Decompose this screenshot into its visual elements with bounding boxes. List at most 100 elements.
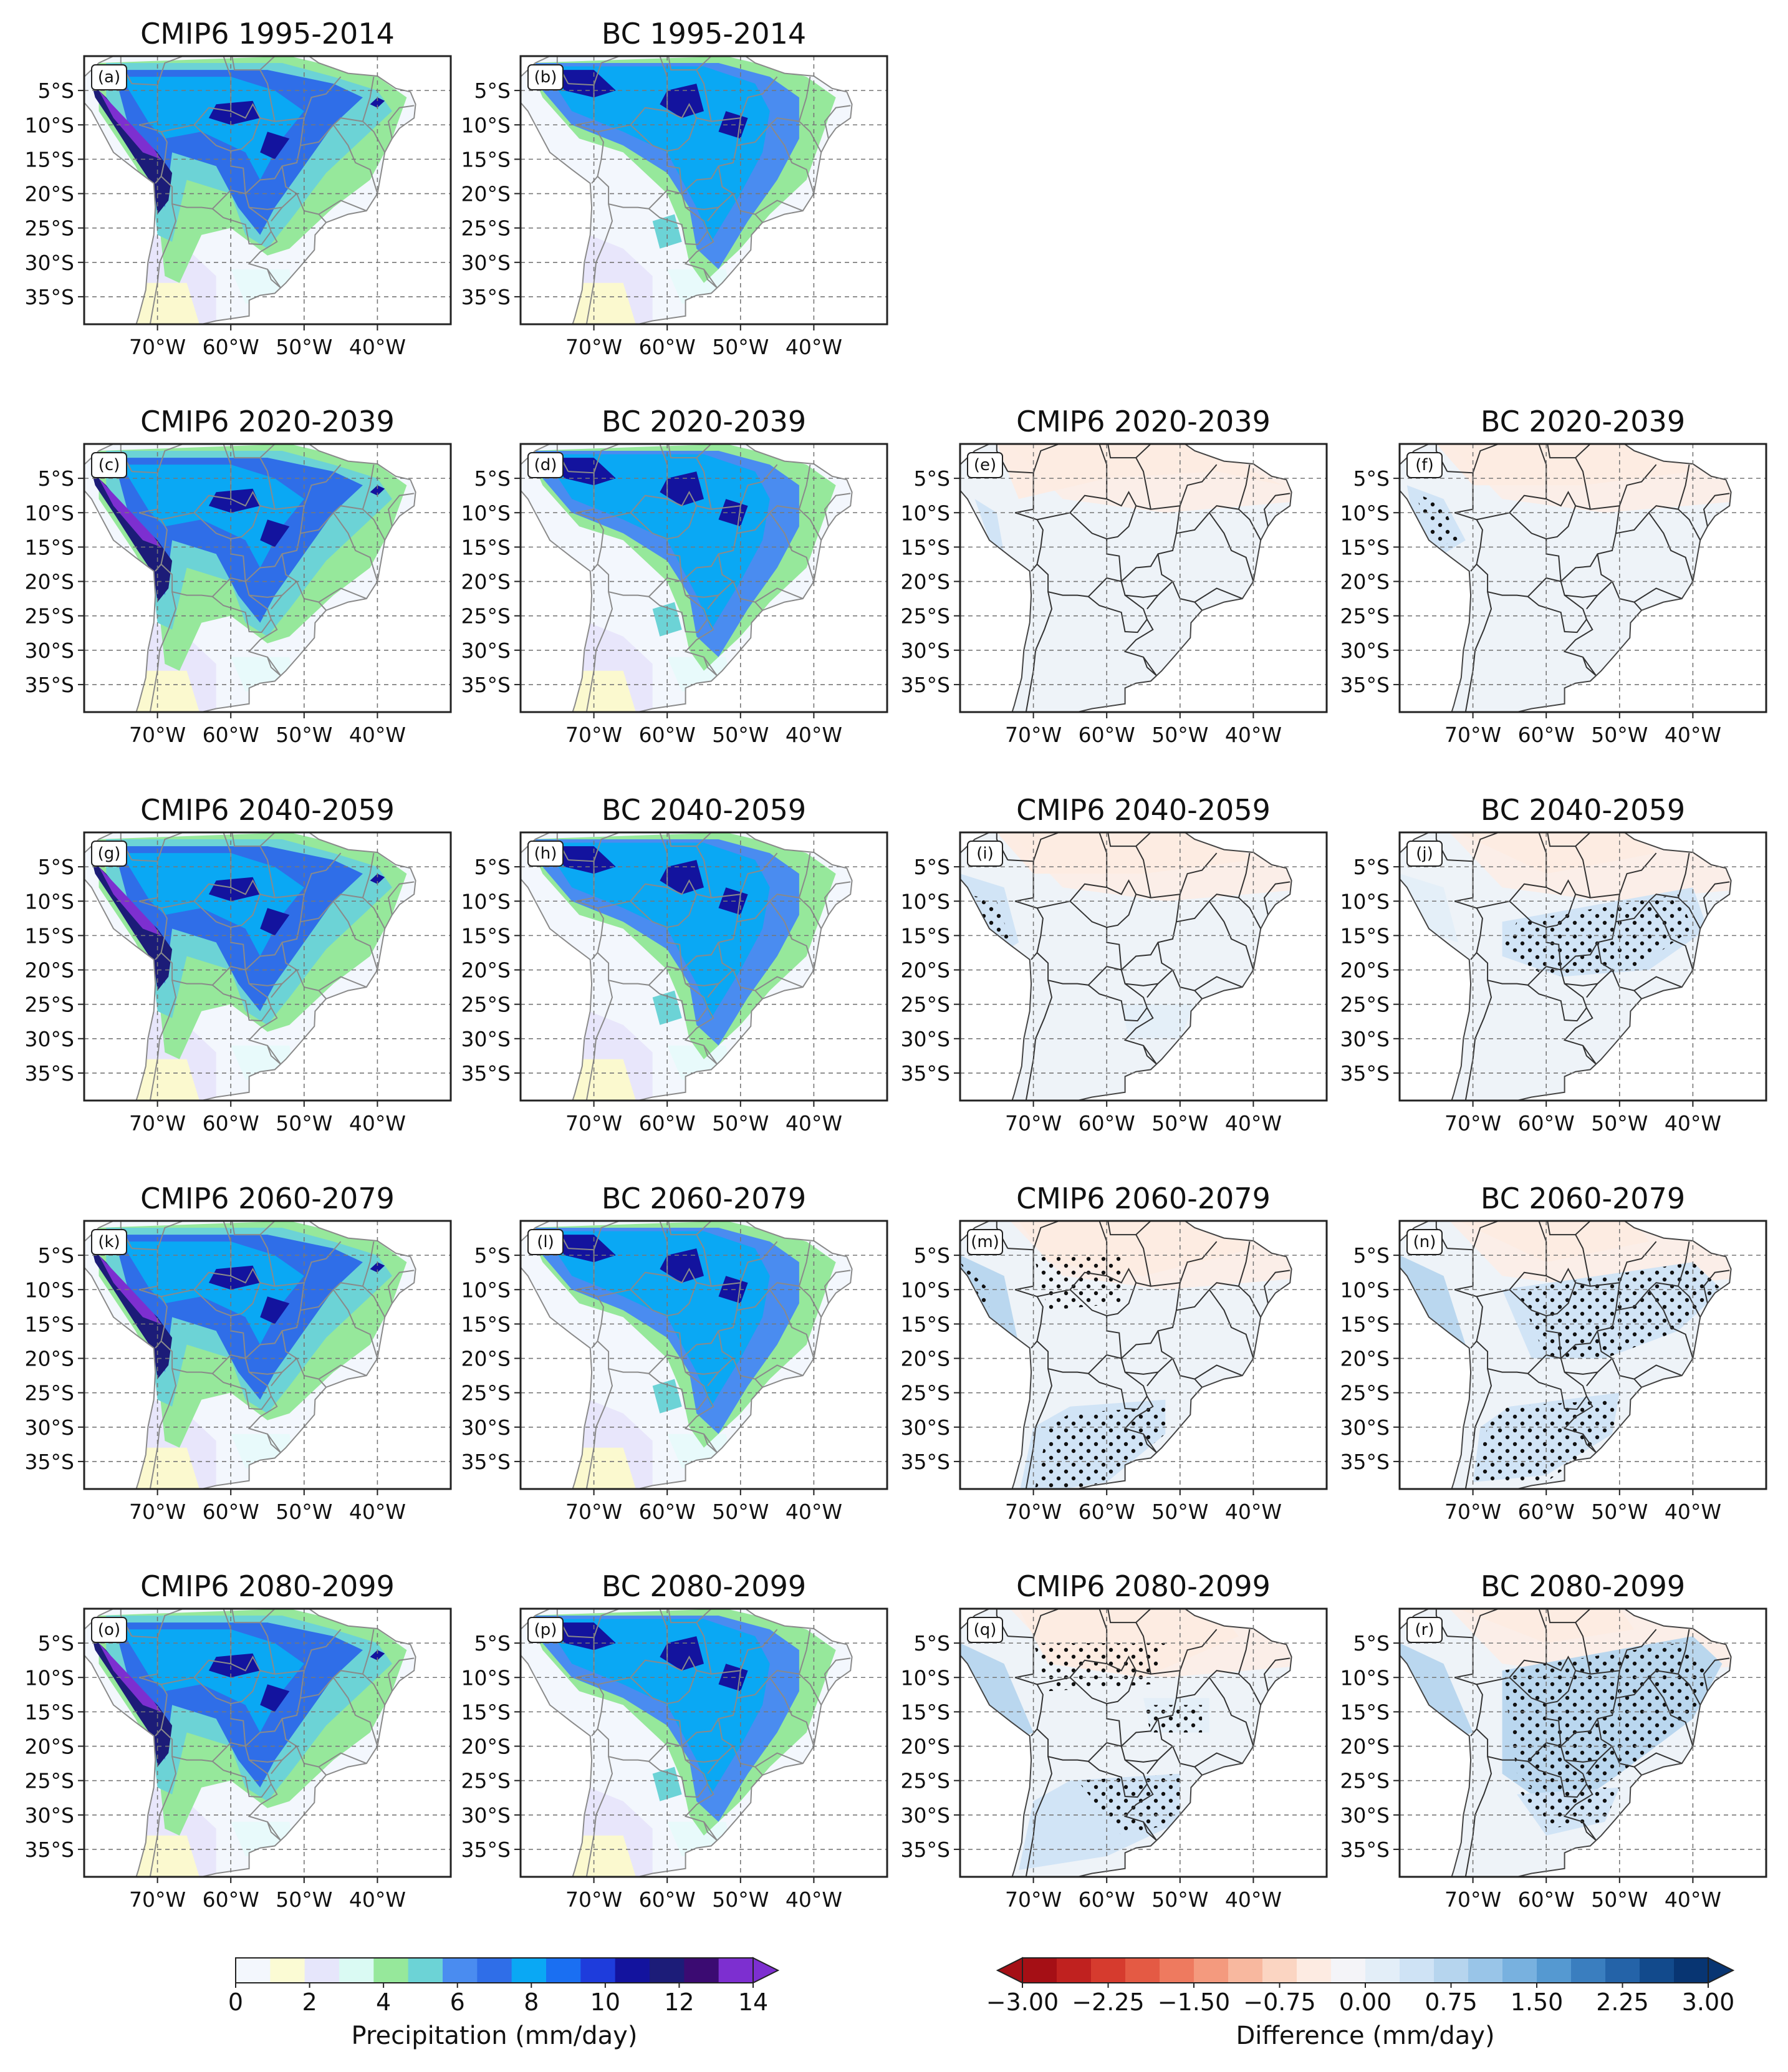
country-border <box>667 505 698 540</box>
lat-tick-label: 10°S <box>901 1665 950 1690</box>
precip-colorbar: 0 2 4 6 8 10 12 14 Precipitation (mm/day) <box>228 1957 780 2050</box>
country-border <box>223 56 232 112</box>
country-border <box>267 1045 281 1065</box>
country-border <box>593 1221 620 1250</box>
panel-title: CMIP6 2040-2059 <box>140 793 395 827</box>
lat-tick-label: 35°S <box>25 1450 74 1474</box>
country-border <box>1564 1371 1598 1375</box>
colorbar-swatch <box>546 1958 581 1983</box>
country-border <box>299 76 342 146</box>
precip-contour-7 <box>99 1643 161 1712</box>
lon-tick-label: 40°W <box>1665 1500 1721 1524</box>
precip-contour-2 <box>542 1619 770 1795</box>
lon-tick-label: 50°W <box>712 1887 769 1912</box>
lat-tick-label: 20°S <box>1340 958 1390 983</box>
lat-tick-label: 30°S <box>461 1803 511 1828</box>
significance-stipple-1 <box>1517 1787 1620 1829</box>
country-border <box>1125 594 1158 598</box>
country-border <box>1447 471 1597 677</box>
coastline <box>84 1221 416 1489</box>
diff-contour-2 <box>1121 1004 1195 1039</box>
country-border <box>1648 1677 1694 1747</box>
lon-tick-label: 50°W <box>276 1111 332 1135</box>
lon-tick-label: 40°W <box>1225 1500 1282 1524</box>
lat-tick-label: 25°S <box>901 1769 950 1793</box>
panel-label: (b) <box>534 68 557 87</box>
coastline <box>1400 1221 1732 1489</box>
country-border <box>231 894 261 928</box>
panel-frame <box>519 443 888 713</box>
lon-tick-label: 50°W <box>276 1887 332 1912</box>
panel-title: BC 2060-2079 <box>1481 1182 1685 1215</box>
country-border <box>1032 1221 1060 1250</box>
lat-tick-label: 30°S <box>461 251 511 275</box>
country-border <box>223 1609 232 1664</box>
colorbar-swatch <box>1400 1958 1435 1983</box>
country-border <box>1031 952 1038 960</box>
country-border <box>1135 1234 1151 1286</box>
country-border <box>703 1045 718 1065</box>
map-panel-h: 5°S 10°S 15°S 20°S 25°S 30°S 35°S 70°W 60°W 50°W 4… <box>461 793 888 1135</box>
colorbar-swatch <box>684 1958 719 1983</box>
country-border <box>387 493 415 527</box>
country-border <box>1069 1655 1180 1678</box>
precip-contour-4 <box>660 84 704 118</box>
colorbar-swatch <box>1125 1958 1160 1983</box>
country-border <box>1125 1371 1158 1375</box>
lat-tick-label: 30°S <box>25 1027 74 1051</box>
lat-tick-label: 20°S <box>25 1735 74 1759</box>
country-border <box>212 596 272 634</box>
country-border <box>1143 657 1157 677</box>
precip-contour-7 <box>99 90 161 160</box>
country-border <box>667 1670 698 1705</box>
colorbar-tick-label: 0.00 <box>1339 1988 1392 2016</box>
lon-tick-label: 50°W <box>1151 723 1208 747</box>
country-border <box>362 852 375 898</box>
panel-label-box <box>1406 1229 1443 1255</box>
lon-tick-label: 70°W <box>565 723 622 747</box>
country-border <box>681 1670 822 1747</box>
lat-tick-label: 25°S <box>461 216 511 241</box>
colorbar-swatch <box>650 1958 685 1983</box>
country-border <box>718 166 763 223</box>
country-border <box>132 1636 282 1841</box>
lon-tick-label: 60°W <box>1518 723 1575 747</box>
country-border <box>568 859 718 1065</box>
country-border <box>718 554 763 611</box>
lat-tick-label: 15°S <box>25 1700 74 1724</box>
panel-title: BC 2060-2079 <box>602 1182 806 1215</box>
country-border <box>996 1609 1009 1637</box>
country-border <box>231 1670 261 1705</box>
lat-tick-label: 20°S <box>25 1347 74 1371</box>
lat-tick-label: 20°S <box>1340 570 1390 594</box>
lon-tick-label: 70°W <box>129 723 186 747</box>
country-border <box>1472 1609 1499 1638</box>
country-border <box>332 1677 378 1747</box>
country-border <box>1157 942 1203 1000</box>
country-border <box>1194 587 1243 603</box>
lat-tick-label: 10°S <box>25 1665 74 1690</box>
panel-label: (r) <box>1415 1621 1435 1639</box>
significance-stipple-0 <box>1033 1255 1122 1311</box>
country-border <box>1633 587 1683 603</box>
country-border <box>685 1371 719 1375</box>
lon-tick-label: 60°W <box>639 1111 696 1135</box>
colorbar-tick-label: 10 <box>590 1988 620 2016</box>
country-border <box>249 594 282 598</box>
country-border <box>1007 859 1158 1065</box>
precip-contour-2 <box>542 842 770 1018</box>
country-border <box>1677 1629 1690 1674</box>
lon-tick-label: 70°W <box>129 1111 186 1135</box>
country-border <box>996 444 1009 472</box>
country-border <box>1135 846 1151 898</box>
lat-tick-label: 15°S <box>901 1312 950 1336</box>
lon-tick-label: 60°W <box>1079 723 1135 747</box>
lat-tick-label: 25°S <box>461 1769 511 1793</box>
country-border <box>1648 1289 1694 1359</box>
country-border <box>193 1268 304 1290</box>
country-border <box>231 117 261 152</box>
country-border <box>132 471 282 677</box>
panel-frame <box>83 831 452 1102</box>
country-border <box>1208 1677 1254 1747</box>
country-border <box>1107 505 1137 540</box>
